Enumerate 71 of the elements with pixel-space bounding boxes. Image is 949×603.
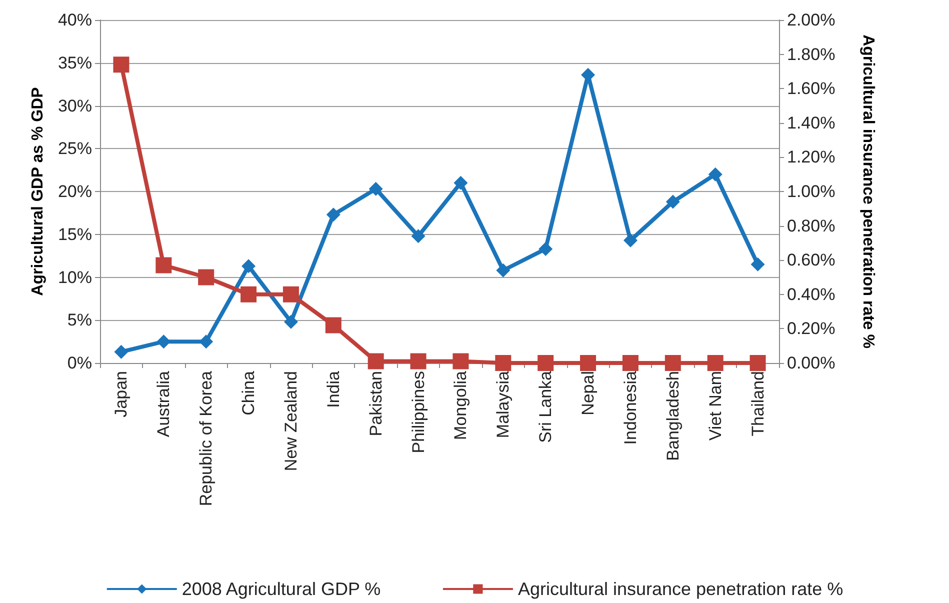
x-tick-label: Pakistan [366, 371, 386, 436]
y2-tick-label: 0.00% [787, 354, 836, 372]
x-tick-label: Australia [154, 370, 174, 438]
point [538, 355, 554, 371]
x-tick-label: Japan [112, 371, 131, 418]
y2-tick-label: 1.00% [787, 182, 836, 201]
legend-label: Agricultural insurance penetration rate % [518, 579, 844, 599]
y2-tick-label: 2.00% [787, 10, 836, 30]
point [454, 176, 468, 190]
point [707, 355, 724, 371]
point [242, 259, 256, 274]
point [666, 194, 680, 209]
y-tick-label: 0% [67, 354, 92, 372]
y2-tick-label: 1.80% [787, 44, 836, 64]
y-axis-title: Agricultural GDP as % GDP [30, 86, 47, 296]
point [495, 355, 512, 371]
point [664, 355, 681, 371]
point [622, 355, 638, 371]
y-tick-label: 40% [58, 10, 92, 30]
y-tick-label: 35% [58, 53, 92, 72]
point [282, 286, 299, 302]
point [750, 257, 765, 272]
y2-tick-label: 0.80% [787, 216, 836, 236]
point [368, 182, 383, 196]
y-tick-label: 20% [58, 182, 92, 201]
point [750, 355, 766, 371]
legend-label: 2008 Agricultural GDP % [182, 579, 381, 599]
x-tick-label: Thailand [748, 371, 768, 436]
point [284, 314, 298, 329]
y-tick-label: 15% [58, 224, 92, 244]
y-tick-label: 30% [58, 96, 92, 116]
x-tick-label: India [324, 370, 343, 408]
x-tick-label: Republic of Korea [196, 370, 216, 506]
point [156, 334, 171, 349]
y2-tick-label: 1.60% [787, 79, 836, 98]
y-tick-label: 25% [58, 139, 92, 158]
point [623, 233, 638, 248]
x-tick-label: Mongolia [451, 370, 470, 440]
point [114, 344, 128, 359]
y2-axis-title: Agricultural insurance penetration rate % [860, 34, 876, 348]
x-tick-label: Sri Lanka [536, 370, 556, 443]
point [199, 334, 214, 349]
point [708, 167, 722, 182]
x-tick-label: New Zealand [281, 371, 300, 472]
x-tick-label: Bangladesh [663, 371, 682, 461]
x-tick-label: Malaysia [494, 370, 513, 438]
x-tick-label: Philippines [408, 371, 428, 454]
point [580, 355, 596, 371]
x-tick-label: Viet Nam [706, 371, 725, 441]
x-tick-label: Nepal [578, 371, 598, 416]
x-tick-label: Indonesia [620, 370, 640, 445]
y-tick-label: 5% [67, 310, 92, 330]
point [198, 269, 214, 286]
y2-tick-label: 1.40% [787, 113, 836, 132]
point [326, 208, 340, 222]
y2-tick-label: 0.40% [787, 284, 836, 304]
y2-tick-label: 0.60% [787, 250, 836, 270]
point [496, 263, 510, 278]
point [538, 242, 553, 256]
point [113, 56, 130, 73]
point [240, 286, 257, 302]
point [325, 317, 342, 334]
point [411, 229, 426, 244]
point [368, 353, 384, 370]
point [156, 257, 172, 274]
point [452, 353, 469, 370]
x-tick-label: China [239, 370, 258, 416]
y-tick-label: 10% [58, 268, 92, 287]
y2-tick-label: 1.20% [787, 148, 836, 167]
point [410, 353, 426, 370]
y2-tick-label: 0.20% [787, 319, 836, 338]
